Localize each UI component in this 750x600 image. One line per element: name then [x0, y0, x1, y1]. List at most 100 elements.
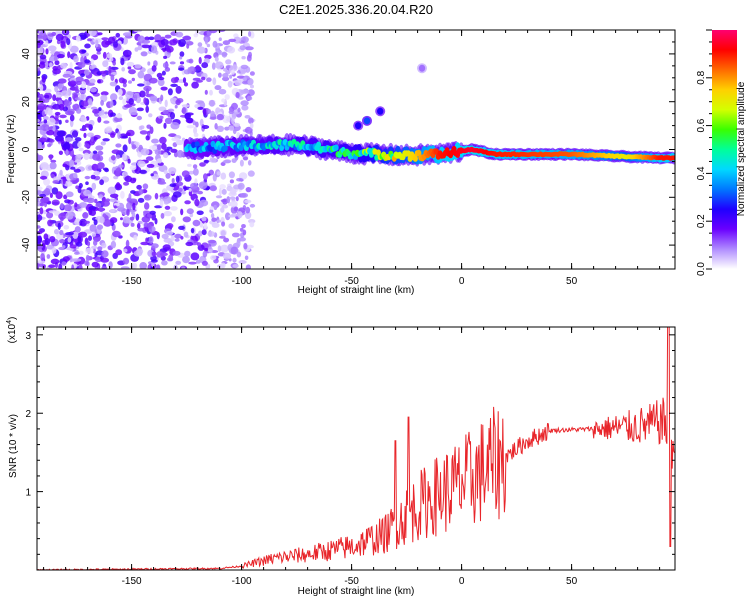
noise-speckle	[57, 222, 61, 230]
x-tick-label: 50	[566, 276, 578, 287]
noise-speckle	[169, 97, 178, 103]
noise-speckle	[233, 206, 239, 212]
noise-speckle	[78, 182, 83, 189]
noise-speckle	[235, 91, 240, 99]
noise-speckle	[39, 44, 44, 53]
noise-speckle	[143, 210, 149, 214]
colorbar-tick-label: 0.4	[696, 166, 707, 180]
noise-speckle	[231, 213, 238, 217]
noise-speckle	[151, 45, 158, 54]
noise-speckle	[241, 105, 249, 111]
noise-speckle	[69, 61, 73, 70]
noise-speckle	[88, 235, 92, 241]
noise-speckle	[209, 116, 217, 120]
noise-speckle	[128, 80, 132, 84]
signal-core	[222, 145, 228, 152]
noise-speckle	[61, 245, 66, 249]
noise-speckle	[248, 117, 254, 124]
noise-speckle	[199, 199, 209, 207]
noise-speckle	[74, 218, 81, 226]
noise-speckle	[100, 99, 104, 106]
noise-speckle	[163, 109, 169, 115]
noise-speckle	[79, 116, 87, 123]
noise-speckle	[181, 266, 186, 269]
noise-speckle	[133, 94, 138, 102]
noise-speckle	[180, 208, 184, 216]
spectrogram-panel: -150 -100 -50 0 50 40 20 0 -20 -40 Height of stra…	[6, 29, 676, 296]
noise-speckle	[197, 46, 206, 54]
noise-speckle	[139, 125, 145, 130]
noise-speckle	[154, 218, 158, 225]
noise-speckle	[129, 177, 137, 184]
noise-speckle	[161, 260, 168, 266]
noise-speckle	[40, 253, 45, 262]
noise-speckle	[231, 232, 240, 238]
noise-speckle	[42, 115, 50, 121]
noise-speckle	[154, 205, 163, 209]
noise-speckle	[229, 196, 236, 200]
noise-speckle	[84, 69, 90, 76]
noise-speckle	[168, 167, 177, 175]
noise-speckle	[141, 39, 151, 44]
noise-speckle	[37, 118, 40, 123]
noise-speckle	[222, 198, 228, 205]
noise-speckle	[37, 67, 41, 72]
spectrogram-axes: -150 -100 -50 0 50 40 20 0 -20 -40	[21, 29, 675, 287]
noise-speckle	[240, 64, 249, 70]
noise-speckle	[88, 30, 97, 37]
snr-axes: -150 -100 -50 0 50 1 2 3	[25, 327, 675, 587]
noise-speckle	[236, 240, 241, 248]
y-tick-label: 20	[21, 96, 32, 108]
noise-speckle	[147, 223, 152, 230]
noise-speckle	[246, 95, 253, 101]
noise-speckle	[229, 74, 233, 79]
noise-speckle	[215, 195, 223, 199]
noise-speckle	[42, 98, 50, 103]
noise-speckle	[111, 155, 116, 161]
noise-speckle	[51, 31, 57, 36]
noise-speckle	[210, 255, 217, 261]
noise-speckle	[216, 219, 222, 223]
noise-speckle	[108, 65, 112, 74]
noise-speckle	[65, 191, 74, 198]
noise-speckle	[172, 191, 182, 198]
noise-speckle	[66, 38, 71, 46]
noise-speckle	[47, 117, 56, 126]
x-tick-label: -150	[122, 276, 142, 287]
noise-speckle	[166, 46, 174, 53]
noise-speckle	[54, 60, 60, 66]
noise-speckle	[182, 35, 192, 41]
noise-speckle	[170, 148, 178, 153]
noise-speckle	[221, 98, 226, 103]
noise-speckle	[116, 154, 121, 159]
noise-speckle	[149, 210, 156, 215]
noise-speckle	[171, 178, 175, 184]
noise-speckle	[76, 108, 82, 114]
noise-speckle	[84, 175, 91, 180]
noise-speckle	[211, 62, 216, 70]
noise-speckle	[228, 125, 235, 131]
x-tick-label: -100	[232, 576, 252, 587]
noise-speckle	[69, 159, 74, 166]
noise-speckle	[144, 202, 150, 210]
noise-speckle	[75, 35, 81, 42]
noise-speckle	[92, 247, 96, 254]
noise-speckle	[49, 154, 53, 161]
noise-speckle	[181, 107, 187, 114]
noise-speckle	[222, 204, 229, 209]
y-tick-label: 2	[25, 409, 31, 420]
noise-speckle	[156, 72, 163, 78]
noise-speckle	[185, 241, 194, 247]
noise-speckle	[110, 93, 118, 101]
noise-speckle	[220, 207, 225, 213]
y-tick-label: 3	[25, 331, 31, 342]
noise-speckle	[69, 80, 77, 87]
noise-speckle	[166, 257, 174, 262]
noise-speckle	[157, 181, 167, 185]
noise-speckle	[51, 247, 57, 254]
noise-speckle	[242, 229, 247, 236]
noise-speckle	[39, 31, 47, 39]
noise-speckle	[75, 177, 80, 183]
noise-speckle	[73, 55, 79, 63]
noise-speckle	[229, 187, 237, 195]
